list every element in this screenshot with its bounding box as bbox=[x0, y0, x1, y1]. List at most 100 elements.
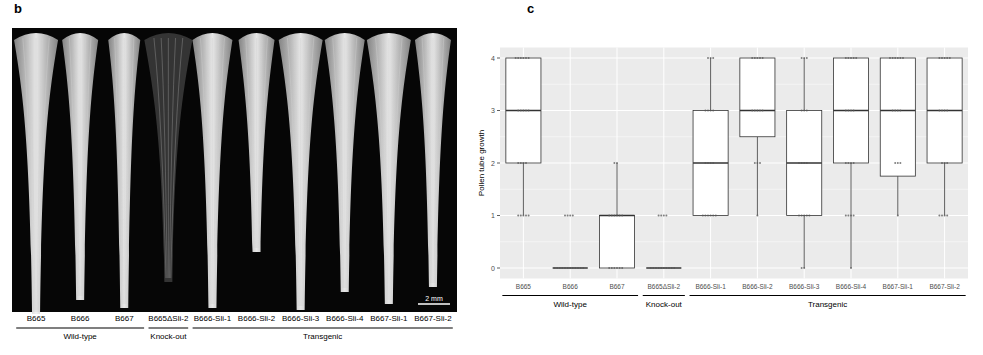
point bbox=[944, 57, 946, 59]
y-tick-label: 3 bbox=[491, 107, 495, 114]
point bbox=[754, 110, 756, 112]
median bbox=[833, 110, 868, 112]
pistil-fiber bbox=[333, 38, 343, 288]
point bbox=[554, 267, 556, 269]
pistil bbox=[239, 33, 275, 252]
point bbox=[673, 267, 675, 269]
point bbox=[580, 267, 582, 269]
pistil-fiber bbox=[83, 38, 91, 296]
point bbox=[707, 110, 709, 112]
point bbox=[660, 267, 662, 269]
pistil-fiber bbox=[347, 38, 357, 288]
sample-label: B665ΔSli-2 bbox=[148, 314, 189, 323]
plot-background bbox=[500, 48, 968, 279]
point bbox=[522, 110, 524, 112]
point bbox=[665, 267, 667, 269]
whisker-high bbox=[804, 58, 805, 111]
point bbox=[759, 162, 761, 164]
point bbox=[710, 57, 712, 59]
point bbox=[762, 57, 764, 59]
group-label: Wild-type bbox=[554, 300, 588, 309]
whisker-low bbox=[944, 163, 945, 216]
pistil-fiber bbox=[422, 38, 430, 283]
pistil-fiber bbox=[287, 38, 298, 306]
point bbox=[894, 162, 896, 164]
point bbox=[522, 57, 524, 59]
point bbox=[847, 215, 849, 217]
point bbox=[712, 162, 714, 164]
point bbox=[806, 57, 808, 59]
pistil bbox=[415, 33, 451, 287]
point bbox=[582, 267, 584, 269]
point bbox=[517, 110, 519, 112]
group-line bbox=[643, 295, 685, 296]
group-label: Wild-type bbox=[63, 332, 97, 341]
point bbox=[855, 57, 857, 59]
point bbox=[663, 215, 665, 217]
point bbox=[946, 110, 948, 112]
group-line bbox=[193, 327, 453, 328]
point bbox=[655, 267, 657, 269]
point bbox=[754, 162, 756, 164]
point bbox=[889, 57, 891, 59]
point bbox=[803, 215, 805, 217]
group-line bbox=[16, 327, 144, 328]
pistil-fiber bbox=[206, 38, 211, 304]
point bbox=[847, 57, 849, 59]
point bbox=[941, 57, 943, 59]
pistil-fiber bbox=[246, 38, 254, 248]
pistil-fiber bbox=[214, 38, 219, 304]
point bbox=[944, 215, 946, 217]
point bbox=[946, 57, 948, 59]
micrograph-background bbox=[12, 28, 457, 312]
point bbox=[528, 57, 530, 59]
point bbox=[808, 215, 810, 217]
point bbox=[847, 110, 849, 112]
point bbox=[845, 162, 847, 164]
point bbox=[650, 267, 652, 269]
x-tick-label: B666-Sli-3 bbox=[789, 283, 820, 290]
pistil-fiber bbox=[215, 38, 225, 304]
point bbox=[621, 267, 623, 269]
sample-label: B666-Sli-2 bbox=[238, 314, 276, 323]
pistil bbox=[108, 33, 140, 308]
point bbox=[525, 110, 527, 112]
point bbox=[517, 162, 519, 164]
point bbox=[944, 110, 946, 112]
point bbox=[941, 110, 943, 112]
pistil-fiber bbox=[119, 38, 123, 304]
point bbox=[938, 215, 940, 217]
x-tick-label: B665 bbox=[516, 283, 532, 290]
point bbox=[801, 57, 803, 59]
box bbox=[599, 216, 634, 269]
figure: bB665B666B667B665ΔSli-2B666-Sli-1B666-Sl… bbox=[0, 0, 983, 355]
median bbox=[740, 110, 775, 112]
box bbox=[927, 58, 962, 163]
point bbox=[944, 162, 946, 164]
y-tick bbox=[497, 58, 500, 59]
point bbox=[762, 110, 764, 112]
point bbox=[941, 162, 943, 164]
pistil bbox=[14, 33, 58, 314]
box bbox=[740, 58, 775, 137]
group-line bbox=[149, 327, 189, 328]
point bbox=[803, 110, 805, 112]
pistil-fiber bbox=[432, 38, 433, 283]
point bbox=[520, 110, 522, 112]
box bbox=[787, 111, 822, 216]
y-tick-label: 0 bbox=[491, 265, 495, 272]
pistil bbox=[325, 33, 365, 292]
point bbox=[853, 215, 855, 217]
pistil-fiber bbox=[161, 38, 167, 278]
pistil-fiber bbox=[376, 38, 387, 300]
point bbox=[756, 110, 758, 112]
pistil-fiber bbox=[168, 38, 169, 278]
group-line bbox=[502, 295, 638, 296]
point bbox=[847, 162, 849, 164]
grid-line-x bbox=[710, 48, 711, 279]
point bbox=[520, 57, 522, 59]
pistil-fiber bbox=[300, 38, 301, 306]
point bbox=[616, 267, 618, 269]
pistil-fiber bbox=[339, 38, 344, 288]
sample-label: B667-Sli-2 bbox=[414, 314, 452, 323]
